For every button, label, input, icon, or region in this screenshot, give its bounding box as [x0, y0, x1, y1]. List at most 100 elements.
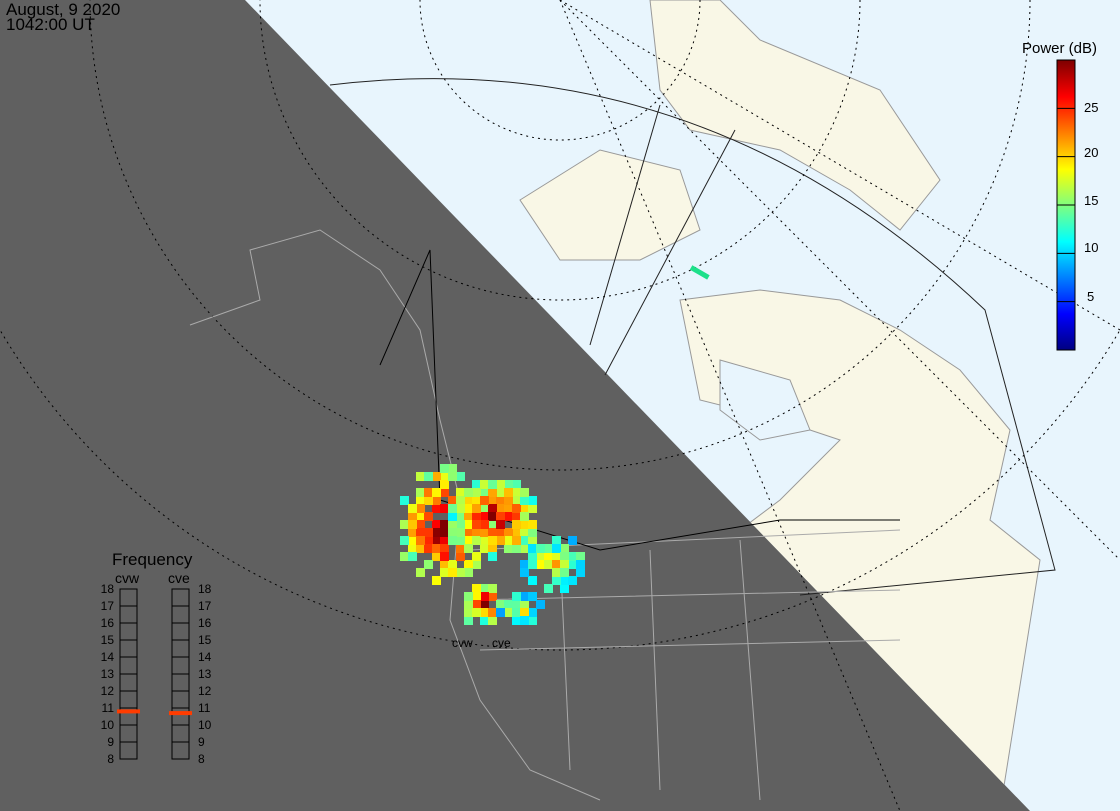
colorbar-step: [1057, 104, 1075, 106]
colorbar-step: [1057, 341, 1075, 343]
radar-cell: [488, 480, 497, 489]
radar-cell: [456, 496, 465, 505]
colorbar-step: [1057, 316, 1075, 318]
colorbar-step: [1057, 286, 1075, 288]
radar-cell: [504, 504, 513, 513]
radar-cell: [576, 552, 585, 561]
colorbar-tick: 20: [1084, 145, 1099, 160]
colorbar-step: [1057, 143, 1075, 145]
colorbar-step: [1057, 247, 1075, 249]
radar-cell: [440, 536, 449, 545]
colorbar-step: [1057, 95, 1075, 97]
colorbar-step: [1057, 67, 1075, 69]
radar-cell: [440, 464, 449, 473]
colorbar-step: [1057, 348, 1075, 350]
radar-cell: [424, 512, 433, 521]
colorbar-step: [1057, 325, 1075, 327]
radar-cell: [448, 472, 457, 481]
colorbar-step: [1057, 271, 1075, 273]
colorbar-step: [1057, 229, 1075, 231]
colorbar-step: [1057, 342, 1075, 344]
radar-cell: [544, 560, 553, 569]
colorbar-step: [1057, 71, 1075, 73]
colorbar-step: [1057, 66, 1075, 68]
frequency-marker: [117, 709, 140, 714]
colorbar-step: [1057, 332, 1075, 334]
radar-cell: [480, 480, 489, 489]
radar-cell: [488, 520, 497, 529]
colorbar-step: [1057, 337, 1075, 339]
colorbar-step: [1057, 265, 1075, 267]
colorbar-step: [1057, 319, 1075, 321]
colorbar-step: [1057, 277, 1075, 279]
colorbar-step: [1057, 261, 1075, 263]
frequency-label: 9: [107, 735, 114, 749]
colorbar-step: [1057, 83, 1075, 85]
radar-cell: [528, 504, 537, 513]
colorbar-step: [1057, 213, 1075, 215]
frequency-label: 11: [198, 701, 211, 715]
colorbar-step: [1057, 128, 1075, 130]
colorbar-step: [1057, 208, 1075, 210]
colorbar-step: [1057, 160, 1075, 162]
radar-cell: [472, 536, 481, 545]
radar-cell: [472, 504, 481, 513]
radar-cell: [488, 512, 497, 521]
radar-cell: [560, 552, 569, 561]
colorbar-step: [1057, 202, 1075, 204]
radar-cell: [432, 488, 441, 497]
radar-cell: [440, 568, 449, 577]
colorbar-step: [1057, 279, 1075, 281]
radar-cell: [512, 488, 521, 497]
colorbar-step: [1057, 119, 1075, 121]
radar-cell: [512, 616, 521, 625]
colorbar-step: [1057, 298, 1075, 300]
radar-cell: [408, 520, 417, 529]
colorbar-step: [1057, 222, 1075, 224]
radar-cell: [440, 552, 449, 561]
colorbar-step: [1057, 78, 1075, 80]
colorbar-step: [1057, 321, 1075, 323]
map-label-cve: cve: [492, 636, 511, 650]
arctic-islands: [519, 149, 701, 261]
colorbar-step: [1057, 258, 1075, 260]
colorbar-step: [1057, 326, 1075, 328]
colorbar-step: [1057, 101, 1075, 103]
colorbar-step: [1057, 240, 1075, 242]
colorbar-step: [1057, 334, 1075, 336]
radar-cell: [528, 496, 537, 505]
radar-cell: [448, 520, 457, 529]
radar-cell: [504, 608, 513, 617]
radar-cell: [520, 544, 529, 553]
radar-cell: [560, 568, 569, 577]
colorbar-step: [1057, 259, 1075, 261]
colorbar-step: [1057, 184, 1075, 186]
colorbar-step: [1057, 299, 1075, 301]
radar-cell: [464, 544, 473, 553]
radar-cell: [480, 512, 489, 521]
colorbar-step: [1057, 77, 1075, 79]
colorbar-step: [1057, 61, 1075, 63]
colorbar-step: [1057, 100, 1075, 102]
radar-cell: [520, 608, 529, 617]
radar-cell: [408, 544, 417, 553]
colorbar-step: [1057, 308, 1075, 310]
frequency-bars: [117, 588, 192, 760]
radar-cell: [496, 504, 505, 513]
colorbar-step: [1057, 262, 1075, 264]
radar-cell: [432, 544, 441, 553]
radar-cell: [440, 488, 449, 497]
colorbar-step: [1057, 149, 1075, 151]
radar-cell: [456, 528, 465, 537]
radar-cell: [448, 560, 457, 569]
radar-cell: [528, 608, 537, 617]
colorbar-step: [1057, 239, 1075, 241]
colorbar-step: [1057, 105, 1075, 107]
radar-backscatter: [400, 265, 710, 625]
radar-cell: [464, 592, 473, 601]
colorbar-step: [1057, 111, 1075, 113]
colorbar-step: [1057, 176, 1075, 178]
colorbar-step: [1057, 241, 1075, 243]
radar-cell: [464, 600, 473, 609]
radar-cell: [488, 496, 497, 505]
